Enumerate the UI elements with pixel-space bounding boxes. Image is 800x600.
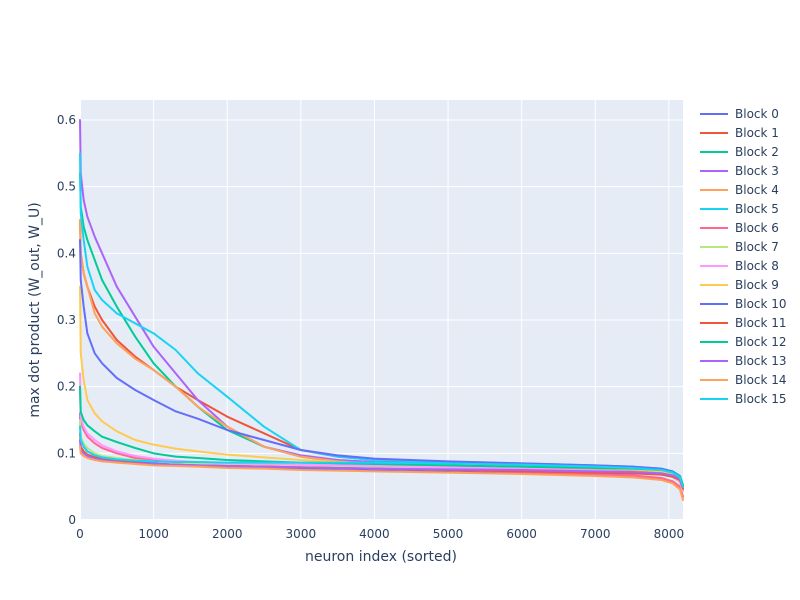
legend-label: Block 5 [735,202,779,216]
x-tick-label: 8000 [654,527,685,541]
x-tick-label: 4000 [359,527,390,541]
x-axis-title: neuron index (sorted) [305,549,457,565]
grid-lines [80,100,683,520]
legend-item[interactable]: Block 10 [700,297,787,311]
series-line-block-15 [79,425,684,488]
y-tick-label: 0.3 [57,313,76,327]
legend-label: Block 10 [735,297,787,311]
legend-item[interactable]: Block 2 [700,145,779,159]
x-tick-label: 1000 [138,527,169,541]
legend-label: Block 4 [735,183,779,197]
legend-item[interactable]: Block 12 [700,335,787,349]
legend-label: Block 1 [735,126,779,140]
plot-background [80,100,683,520]
y-tick-labels: 0 0.1 0.2 0.3 0.4 0.5 0.6 [57,113,76,527]
x-tick-label: 7000 [580,527,611,541]
legend-item[interactable]: Block 9 [700,278,779,292]
legend-item[interactable]: Block 4 [700,183,779,197]
legend-label: Block 8 [735,259,779,273]
legend-item[interactable]: Block 15 [700,392,787,406]
legend-label: Block 7 [735,240,779,254]
legend-item[interactable]: Block 8 [700,259,779,273]
legend-label: Block 13 [735,354,787,368]
x-tick-label: 6000 [506,527,537,541]
legend-label: Block 0 [735,107,779,121]
legend-label: Block 11 [735,316,787,330]
x-tick-label: 2000 [212,527,243,541]
x-tick-labels: 0 1000 2000 3000 4000 5000 6000 7000 8000 [76,527,684,541]
legend-label: Block 3 [735,164,779,178]
legend-label: Block 2 [735,145,779,159]
legend-label: Block 12 [735,335,787,349]
legend-item[interactable]: Block 13 [700,354,787,368]
series-line-block-14 [79,445,684,501]
legend-label: Block 6 [735,221,779,235]
legend-item[interactable]: Block 1 [700,126,779,140]
y-tick-label: 0.1 [57,446,76,460]
x-tick-label: 3000 [286,527,317,541]
series-line-block-10 [79,239,684,487]
y-tick-label: 0 [68,513,76,527]
legend-item[interactable]: Block 5 [700,202,779,216]
legend-item[interactable]: Block 0 [700,107,779,121]
y-axis-title: max dot product (W_out, W_U) [27,202,43,417]
legend-item[interactable]: Block 7 [700,240,779,254]
legend[interactable]: Block 0 Block 1 Block 2 Block 3 Block 4 Block… [700,107,787,406]
y-tick-label: 0.5 [57,180,76,194]
y-tick-label: 0.2 [57,380,76,394]
series-line-block-13 [79,439,684,488]
legend-item[interactable]: Block 14 [700,373,787,387]
legend-item[interactable]: Block 3 [700,164,779,178]
y-tick-label: 0.6 [57,113,76,127]
legend-label: Block 15 [735,392,787,406]
x-tick-label: 5000 [433,527,464,541]
legend-item[interactable]: Block 11 [700,316,787,330]
legend-item[interactable]: Block 6 [700,221,779,235]
series-lines [79,119,684,501]
x-tick-label: 0 [76,527,84,541]
y-tick-label: 0.4 [57,246,76,260]
legend-label: Block 9 [735,278,779,292]
legend-label: Block 14 [735,373,787,387]
